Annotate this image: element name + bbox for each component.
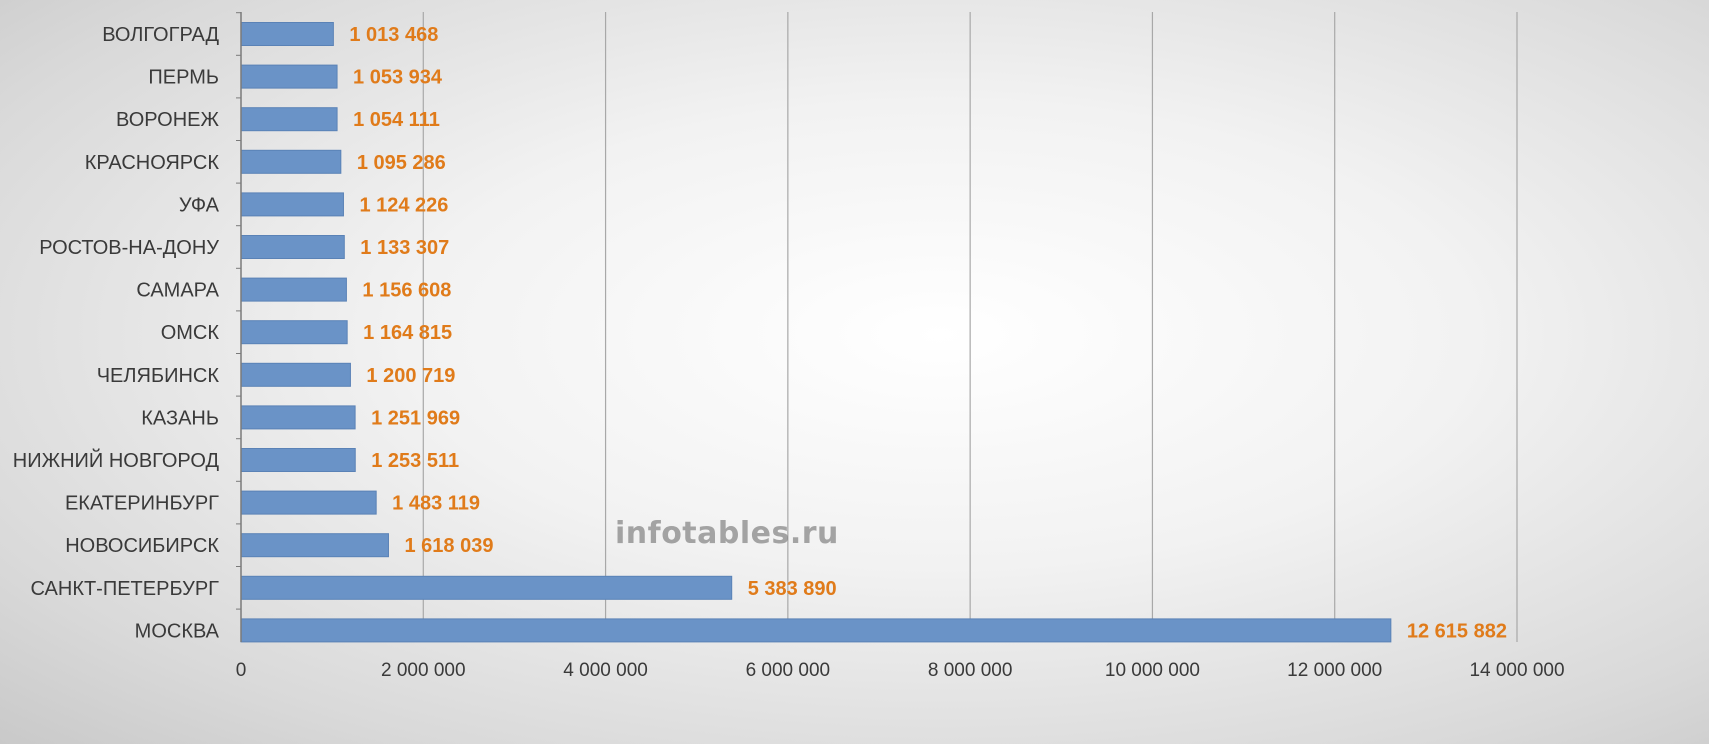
bar: [240, 448, 356, 472]
value-label: 1 013 468: [349, 24, 438, 46]
x-tick-label: 4 000 000: [563, 660, 648, 681]
value-label: 1 053 934: [353, 67, 443, 89]
category-labels: ВОЛГОГРАД ПЕРМЬ ВОРОНЕЖ КРАСНОЯРСК УФА РОСТОВ…: [13, 24, 220, 642]
value-label: 5 383 890: [748, 578, 837, 600]
bar: [240, 149, 342, 174]
category-label: САМАРА: [136, 280, 219, 302]
bar: [240, 618, 1392, 643]
bar: [240, 107, 338, 132]
bars: [240, 22, 1392, 643]
gridlines: [422, 12, 1518, 642]
value-label: 1 253 511: [371, 450, 459, 472]
category-label: ПЕРМЬ: [148, 67, 219, 89]
bar: [240, 533, 389, 558]
x-tick-label: 8 000 000: [928, 660, 1013, 681]
value-label: 1 095 286: [357, 152, 446, 174]
category-label: ЕКАТЕРИНБУРГ: [65, 493, 219, 515]
category-label: КАЗАНЬ: [141, 407, 219, 429]
category-label: НОВОСИБИРСК: [65, 535, 219, 557]
category-label: КРАСНОЯРСК: [85, 152, 220, 174]
x-tick-label: 6 000 000: [746, 660, 831, 681]
category-label: ЧЕЛЯБИНСК: [97, 365, 220, 387]
value-label: 1 124 226: [359, 194, 448, 216]
watermark: infotables.ru: [615, 516, 839, 551]
bar: [240, 362, 351, 387]
category-label: МОСКВА: [135, 620, 220, 642]
x-tick-label: 2 000 000: [381, 660, 466, 681]
bar: [240, 405, 356, 430]
bar: [240, 490, 377, 515]
bar: [240, 575, 733, 600]
category-label: ОМСК: [161, 322, 220, 344]
x-tick-labels: 0 2 000 000 4 000 000 6 000 000 8 000 000 10 …: [236, 660, 1565, 681]
bar: [240, 320, 348, 345]
value-label: 1 618 039: [404, 535, 493, 557]
bar: [240, 22, 334, 46]
bar: [240, 235, 345, 259]
value-label: 1 054 111: [353, 109, 440, 131]
value-label: 1 483 119: [392, 493, 480, 515]
value-label: 1 164 815: [363, 322, 452, 344]
bar: [240, 192, 344, 217]
x-tick-label: 10 000 000: [1105, 660, 1200, 681]
category-label: ВОЛГОГРАД: [102, 24, 219, 46]
value-label: 12 615 882: [1407, 620, 1507, 642]
category-label: САНКТ-ПЕТЕРБУРГ: [31, 578, 220, 600]
y-axis: [236, 12, 242, 642]
value-label: 1 200 719: [366, 365, 455, 387]
value-label: 1 251 969: [371, 407, 460, 429]
x-tick-label: 12 000 000: [1287, 660, 1382, 681]
value-labels: 1 013 468 1 053 934 1 054 111 1 095 286 1 12…: [349, 24, 1507, 642]
x-tick-label: 0: [236, 660, 247, 681]
bar: [240, 277, 347, 302]
category-label: НИЖНИЙ НОВГОРОД: [13, 448, 220, 472]
value-label: 1 156 608: [362, 280, 451, 302]
bar: [240, 64, 338, 89]
category-label: РОСТОВ-НА-ДОНУ: [39, 237, 219, 259]
x-tick-label: 14 000 000: [1469, 660, 1564, 681]
category-label: ВОРОНЕЖ: [116, 109, 219, 131]
category-label: УФА: [179, 194, 220, 216]
value-label: 1 133 307: [360, 237, 449, 259]
